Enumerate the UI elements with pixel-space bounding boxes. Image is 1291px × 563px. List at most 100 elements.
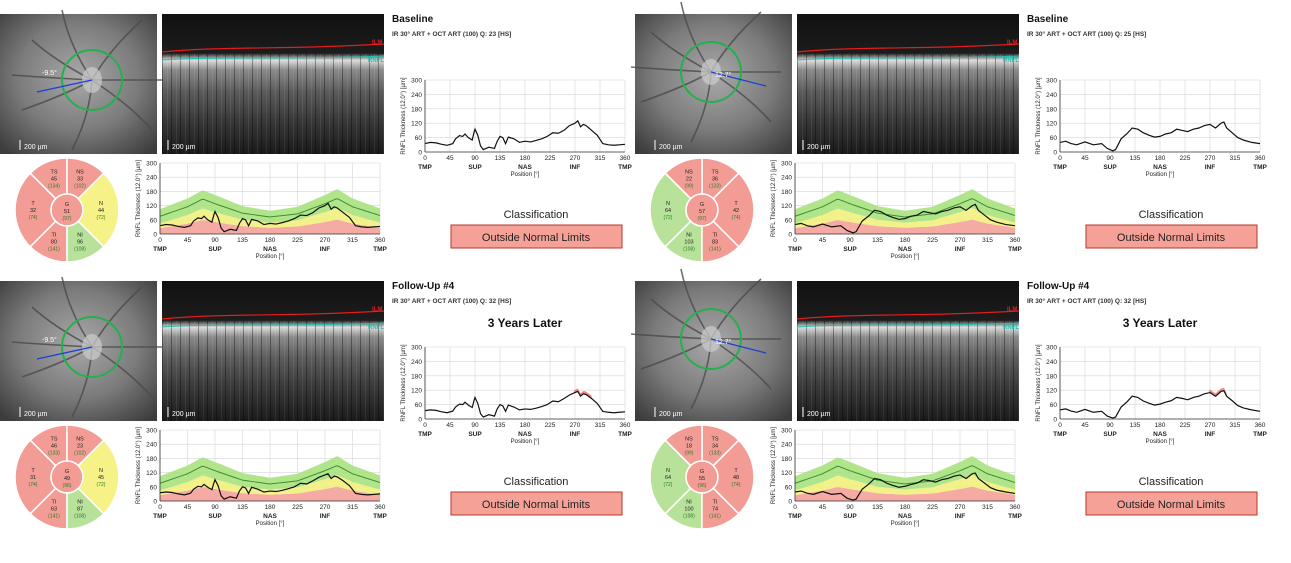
y-axis-label: RNFL Thickness (12.0°) [µm] <box>771 160 777 238</box>
sector-value: 96 <box>77 239 83 245</box>
band-outside-normal <box>795 486 1015 501</box>
sector-id: N <box>99 201 103 207</box>
x-tick-label: 360 <box>620 422 631 429</box>
x-tick-label: 45 <box>184 504 192 511</box>
normal-mean-line <box>159 465 381 485</box>
sector-id: G <box>700 202 704 208</box>
x-tick-label: 225 <box>292 504 303 511</box>
fundus-image <box>0 281 157 421</box>
oct-scale-label: 200 µm <box>807 411 831 418</box>
classification-value: Outside Normal Limits <box>1117 499 1226 511</box>
y-tick-label: 60 <box>785 217 793 224</box>
normal-mean-line <box>159 198 381 218</box>
sector-normal: (72) <box>664 482 673 488</box>
region-label: NAS <box>518 164 532 171</box>
sector-id: NS <box>685 170 693 176</box>
band-outside-normal <box>160 486 380 501</box>
patient-series-line <box>424 119 626 151</box>
y-axis-label: RNFL Thickness (12.0°) [µm] <box>136 160 142 238</box>
sector-ti <box>29 220 68 263</box>
x-axis-label: Position [°] <box>511 439 540 445</box>
region-label: TMP <box>418 431 432 438</box>
sector-id: N <box>666 468 670 474</box>
x-tick-label: 135 <box>495 422 506 429</box>
rnfl-chart: 0 60 120 180 240 300 0 45 90 135 180 225 270 315 360 TM… <box>136 160 388 260</box>
x-tick-label: 315 <box>347 237 358 244</box>
region-label: SUP <box>1103 164 1117 171</box>
exam-title: Baseline <box>1027 14 1069 25</box>
y-tick-label: 300 <box>411 345 422 352</box>
rnfl-chart: 0 60 120 180 240 300 0 45 90 135 180 225 270 315 360 TM… <box>401 344 633 445</box>
rnfl-chart: 0 60 120 180 240 300 0 45 90 135 180 225 270 315 360 TM… <box>771 427 1023 527</box>
scan-angle-label: -9.5° <box>42 336 57 344</box>
scan-info: IR 30° ART + OCT ART (100) Q: 23 [HS] <box>392 30 511 38</box>
x-tick-label: 315 <box>347 504 358 511</box>
sector-value: 51 <box>64 209 70 215</box>
y-tick-label: 120 <box>146 470 157 477</box>
oct-scale-label: 200 µm <box>807 144 831 151</box>
scan-line <box>710 338 767 354</box>
x-tick-label: 135 <box>237 237 248 244</box>
sector-value: 31 <box>30 475 36 481</box>
exam-title: Follow-Up #4 <box>1027 281 1090 292</box>
region-label: INF <box>1205 164 1216 171</box>
x-tick-label: 135 <box>237 504 248 511</box>
fundus-scale-label: 200 µm <box>24 144 48 151</box>
sector-value: 87 <box>77 506 83 512</box>
scan-angle-label: 12.7° <box>715 338 732 346</box>
sector-id: NI <box>77 499 83 505</box>
y-tick-label: 240 <box>411 92 422 99</box>
sector-ni <box>66 487 105 530</box>
sector-ni <box>664 487 703 530</box>
region-label: TMP <box>418 164 432 171</box>
sector-normal: (97) <box>63 216 72 222</box>
x-tick-label: 270 <box>320 237 331 244</box>
x-tick-label: 45 <box>446 155 454 162</box>
sector-normal: (141) <box>48 246 60 252</box>
x-tick-label: 45 <box>1081 155 1089 162</box>
sector-value: 18 <box>686 444 692 450</box>
sector-value: 45 <box>51 177 57 183</box>
sector-id: TI <box>713 232 718 238</box>
oct-scale-label: 200 µm <box>172 144 196 151</box>
y-tick-label: 0 <box>1053 150 1057 157</box>
classification-box <box>450 224 623 249</box>
scan-angle-label: -9.5° <box>42 69 57 77</box>
sector-value: 74 <box>712 506 718 512</box>
scan-line <box>36 346 93 360</box>
oct-texture <box>162 54 384 154</box>
ilm-label: ILM <box>1007 40 1017 46</box>
region-label: NAS <box>898 513 912 520</box>
patient-series-line <box>159 473 381 500</box>
y-tick-label: 300 <box>411 78 422 85</box>
x-axis-label: Position [°] <box>1146 172 1175 178</box>
region-label: TMP <box>1008 513 1022 520</box>
sector-id: TS <box>711 437 718 443</box>
classification-value: Outside Normal Limits <box>482 499 591 511</box>
patient-series-line <box>424 390 626 418</box>
sector-value: 63 <box>51 506 57 512</box>
sector-value: 34 <box>712 444 718 450</box>
y-tick-label: 60 <box>415 402 423 409</box>
sector-id: T <box>31 201 35 207</box>
sector-normal: (96) <box>698 483 707 489</box>
region-label: TMP <box>1053 164 1067 171</box>
x-tick-label: 315 <box>595 422 606 429</box>
x-tick-label: 45 <box>819 504 827 511</box>
y-tick-label: 0 <box>788 499 792 506</box>
x-tick-label: 225 <box>927 237 938 244</box>
scan-angle-label: 12.7° <box>715 71 732 79</box>
x-tick-label: 315 <box>982 237 993 244</box>
sector-id: TS <box>50 170 57 176</box>
x-tick-label: 270 <box>955 237 966 244</box>
band-outside-normal <box>795 219 1015 234</box>
x-tick-label: 0 <box>793 504 797 511</box>
y-tick-label: 300 <box>1046 345 1057 352</box>
sector-normal: (108) <box>683 513 695 519</box>
